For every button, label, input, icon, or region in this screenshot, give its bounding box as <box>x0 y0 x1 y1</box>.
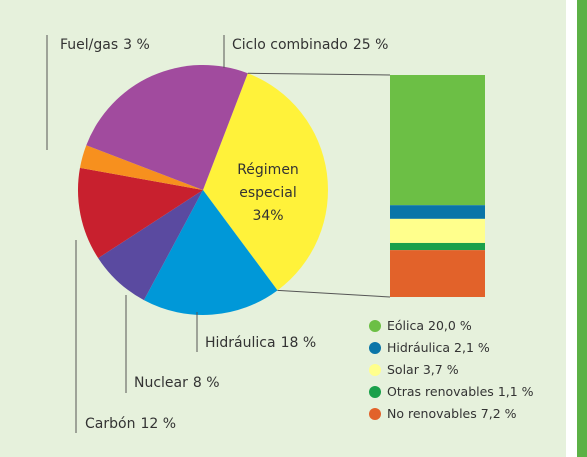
slice-name: Nuclear <box>134 375 188 391</box>
legend-name: Eólica <box>387 318 424 333</box>
bar-segment <box>390 218 485 243</box>
slice-name: especial <box>239 185 296 201</box>
legend-label: Eólica 20,0 % <box>387 318 472 333</box>
slice-name: Hidráulica <box>205 335 276 351</box>
legend-value: 2,1 % <box>454 340 490 355</box>
legend-swatch <box>369 364 381 376</box>
legend-swatch <box>369 320 381 332</box>
legend-swatch <box>369 342 381 354</box>
legend-name: Otras renovables <box>387 384 494 399</box>
pie-slice <box>79 145 203 190</box>
slice-name: Fuel/gas <box>60 37 118 53</box>
slice-value: 8 % <box>193 375 220 391</box>
legend-name: No renovables <box>387 406 477 421</box>
slice-label: Carbón 12 % <box>85 416 176 432</box>
pie-slice <box>98 190 203 301</box>
gap <box>566 0 577 457</box>
legend-label: Hidráulica 2,1 % <box>387 340 490 355</box>
bar-segment <box>390 75 485 206</box>
slice-value: 12 % <box>140 416 176 432</box>
slice-name: Ciclo combinado <box>232 37 348 53</box>
legend-value: 7,2 % <box>481 406 517 421</box>
legend-swatch <box>369 386 381 398</box>
pie-slice <box>78 167 203 259</box>
legend-swatch <box>369 408 381 420</box>
slice-value: 34% <box>252 208 283 224</box>
slice-label: Régimen especial 34% <box>237 162 299 224</box>
legend-label: Solar 3,7 % <box>387 362 459 377</box>
pie-slice <box>203 73 329 291</box>
connector <box>247 72 391 76</box>
side-bar <box>577 0 587 457</box>
slice-label: Nuclear 8 % <box>134 375 220 391</box>
legend-value: 20,0 % <box>428 318 472 333</box>
slice-label: Hidráulica 18 % <box>205 335 316 351</box>
legend-name: Hidráulica <box>387 340 450 355</box>
legend-label: No renovables 7,2 % <box>387 406 517 421</box>
legend-value: 3,7 % <box>423 362 459 377</box>
bar-segment <box>390 250 485 297</box>
legend-label: Otras renovables 1,1 % <box>387 384 534 399</box>
slice-name: Carbón <box>85 416 135 432</box>
pie-slice <box>86 65 248 190</box>
legend-value: 1,1 % <box>498 384 534 399</box>
connector <box>277 289 391 298</box>
slice-value: 25 % <box>353 37 389 53</box>
bar-segment <box>390 205 485 219</box>
legend-name: Solar <box>387 362 420 377</box>
slice-value: 3 % <box>123 37 150 53</box>
slice-value: 18 % <box>281 335 317 351</box>
pie-slice <box>143 190 278 315</box>
slice-label: Fuel/gas 3 % <box>60 37 150 53</box>
slice-name: Régimen <box>237 162 299 178</box>
slice-label: Ciclo combinado 25 % <box>232 37 388 53</box>
bar-segment <box>390 242 485 251</box>
